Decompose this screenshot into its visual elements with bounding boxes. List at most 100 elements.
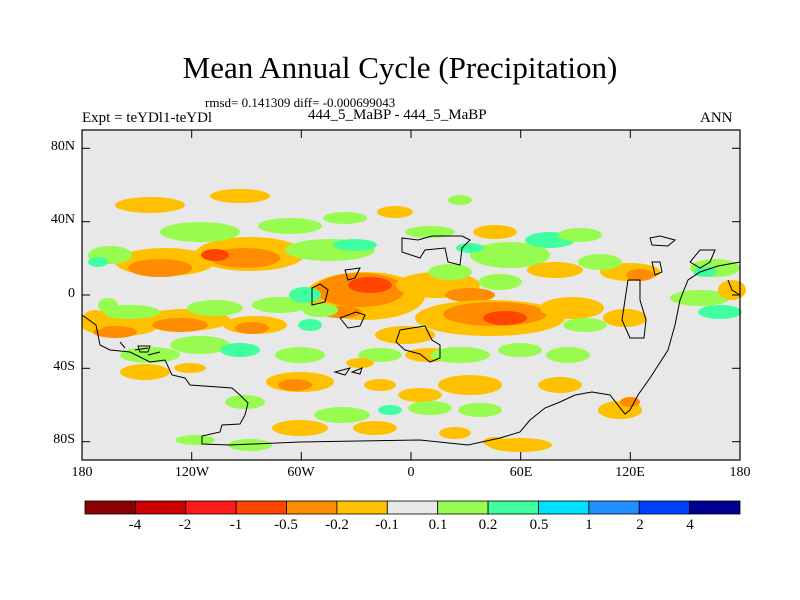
colorbar-label: 1 bbox=[585, 517, 593, 533]
anomaly-region bbox=[252, 297, 308, 313]
anomaly-region bbox=[170, 336, 230, 354]
coastline bbox=[651, 261, 663, 276]
anomaly-region bbox=[538, 377, 582, 393]
coastline bbox=[81, 261, 741, 446]
colorbar-swatch bbox=[336, 500, 388, 515]
colorbar-swatch bbox=[84, 500, 136, 515]
colorbar-label: 0.2 bbox=[478, 517, 498, 533]
colorbar-label: -0.2 bbox=[325, 517, 349, 533]
anomaly-region bbox=[458, 403, 502, 417]
coastline bbox=[344, 267, 361, 281]
lon-label-0: 0 bbox=[407, 465, 415, 480]
colorbar-label: -0.1 bbox=[375, 517, 399, 533]
anomaly-region bbox=[408, 401, 452, 415]
lat-label-40n: 40N bbox=[50, 212, 75, 227]
anomaly-region bbox=[428, 264, 472, 280]
anomaly-region bbox=[201, 249, 229, 261]
anomaly-region bbox=[438, 375, 502, 395]
anomaly-region bbox=[278, 379, 312, 391]
anomaly-region bbox=[364, 379, 396, 391]
lat-label-40s: 40S bbox=[53, 359, 75, 374]
anomaly-region bbox=[275, 347, 325, 363]
coastline bbox=[333, 367, 363, 376]
colorbar-swatch bbox=[437, 500, 489, 515]
colorbar-swatch bbox=[638, 500, 691, 515]
colorbar-swatch bbox=[487, 500, 539, 515]
coastline bbox=[311, 283, 329, 306]
colorbar-swatch bbox=[689, 500, 741, 515]
anomaly-region bbox=[175, 435, 215, 445]
lat-label-80n: 80N bbox=[50, 139, 75, 154]
anomaly-region bbox=[314, 407, 370, 423]
anomaly-region bbox=[346, 358, 374, 368]
anomaly-region bbox=[348, 277, 392, 293]
anomaly-region bbox=[358, 348, 402, 362]
plot-title: Mean Annual Cycle (Precipitation) bbox=[182, 50, 618, 85]
anomaly-region bbox=[540, 297, 604, 319]
anomaly-region bbox=[563, 318, 607, 332]
anomaly-region bbox=[558, 228, 602, 242]
anomaly-region bbox=[578, 254, 622, 270]
anomaly-region bbox=[289, 287, 321, 303]
anomaly-region bbox=[603, 309, 647, 327]
colorbar-swatch bbox=[134, 500, 187, 515]
anomaly-region bbox=[473, 225, 517, 239]
coastline bbox=[727, 279, 741, 296]
anomaly-region bbox=[323, 212, 367, 224]
anomaly-region bbox=[235, 322, 269, 334]
anomaly-region bbox=[272, 420, 328, 436]
colorbar-label: -2 bbox=[178, 517, 192, 533]
coastline bbox=[395, 325, 441, 363]
colorbar-swatch bbox=[588, 500, 640, 515]
anomaly-region bbox=[115, 197, 185, 213]
anomaly-region bbox=[398, 388, 442, 402]
lon-label-180w: 180 bbox=[71, 465, 93, 480]
anomaly-region bbox=[670, 290, 730, 306]
anomaly-region bbox=[626, 269, 654, 281]
colorbar-label: -4 bbox=[128, 517, 142, 533]
anomaly-region bbox=[225, 395, 265, 409]
anomaly-region bbox=[353, 421, 397, 435]
anomaly-region bbox=[258, 218, 322, 234]
anomaly-region bbox=[483, 437, 507, 447]
anomaly-region bbox=[152, 318, 208, 332]
anomaly-region bbox=[483, 311, 527, 325]
anomaly-region bbox=[228, 439, 272, 451]
anomaly-region bbox=[620, 397, 640, 407]
anomaly-region bbox=[478, 274, 522, 290]
coastlines bbox=[81, 235, 741, 446]
anomaly-region bbox=[220, 343, 260, 357]
anomaly-region bbox=[160, 222, 240, 242]
anomaly-region bbox=[546, 347, 590, 363]
anomaly-region bbox=[693, 267, 717, 277]
case-label: 444_5_MaBP - 444_5_MaBP bbox=[308, 107, 487, 123]
lat-label-80s: 80S bbox=[53, 432, 75, 447]
lon-label-60e: 60E bbox=[509, 465, 533, 480]
anomaly-region bbox=[375, 326, 435, 344]
season-label: ANN bbox=[700, 110, 733, 126]
colorbar-swatch bbox=[286, 500, 338, 515]
lon-label-120e: 120E bbox=[615, 465, 645, 480]
anomaly-region bbox=[448, 195, 472, 205]
colorbar-swatch bbox=[185, 500, 237, 515]
anomaly-region bbox=[128, 259, 192, 277]
anomaly-contours bbox=[82, 130, 746, 460]
colorbar bbox=[84, 500, 741, 515]
anomaly-region bbox=[333, 239, 377, 251]
anomaly-region bbox=[210, 189, 270, 203]
coastline bbox=[649, 235, 677, 247]
lat-label-eq: 0 bbox=[68, 286, 75, 301]
lon-label-180e: 180 bbox=[729, 465, 751, 480]
colorbar-label: -0.5 bbox=[274, 517, 298, 533]
anomaly-region bbox=[98, 298, 118, 312]
experiment-label: Expt = teYDl1-teYDl bbox=[82, 110, 213, 126]
anomaly-region bbox=[187, 300, 243, 316]
lon-label-120w: 120W bbox=[174, 465, 210, 480]
axis-ticks bbox=[81, 130, 741, 460]
coastline bbox=[401, 235, 471, 266]
coastline bbox=[621, 279, 647, 339]
anomaly-region bbox=[120, 364, 170, 380]
colorbar-label: 0.5 bbox=[529, 517, 549, 533]
rmsd-diff-stats: rmsd= 0.141309 diff= -0.000699043 bbox=[205, 95, 396, 110]
